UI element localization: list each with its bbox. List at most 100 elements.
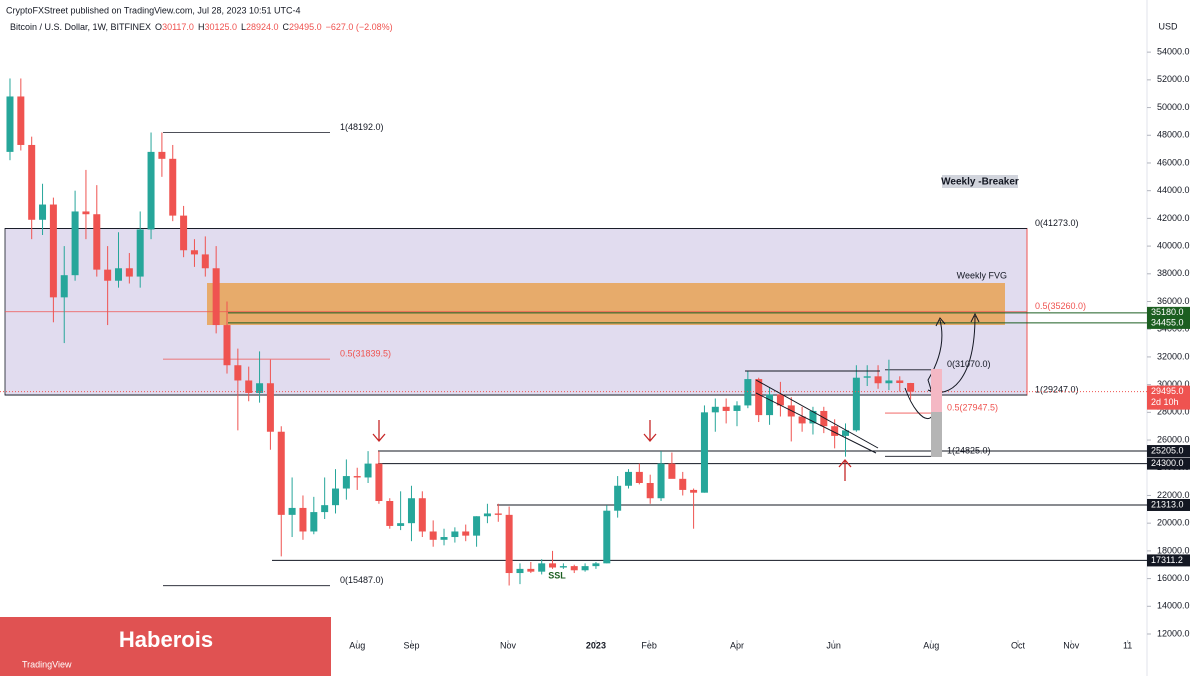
- candle-body: [549, 563, 557, 568]
- fib-label: 0(15487.0): [340, 575, 384, 585]
- y-tick-label: 42000.0: [1157, 213, 1190, 223]
- candle-body: [386, 501, 394, 526]
- price-tag: 24300.0: [1151, 458, 1184, 468]
- candle-body: [527, 568, 535, 572]
- countdown: 2d 10h: [1151, 397, 1179, 407]
- fib-label: 1(48192.0): [340, 122, 384, 132]
- last-price-tag: 29495.0: [1151, 386, 1184, 396]
- last-price-bg: [1147, 385, 1190, 410]
- change: −627.0 (−2.08%): [326, 22, 393, 32]
- candle-body: [125, 268, 133, 277]
- header-line: Bitcoin / U.S. Dollar, 1W, BITFINEX O3011…: [10, 22, 393, 32]
- candle-body: [180, 215, 188, 251]
- y-tick-label: 44000.0: [1157, 185, 1190, 195]
- candle-body: [299, 507, 307, 532]
- ohlc-value: 30125.0: [204, 22, 237, 32]
- y-tick-label: 50000.0: [1157, 102, 1190, 112]
- ohlc: O30117.0 H30125.0 L28924.0 C29495.0: [155, 22, 322, 32]
- y-tick-label: 12000.0: [1157, 628, 1190, 638]
- ohlc-value: 30117.0: [162, 22, 194, 32]
- candle-body: [505, 514, 513, 574]
- candle-body: [223, 325, 231, 366]
- candle-body: [700, 412, 708, 493]
- candle-body: [766, 394, 774, 416]
- price-tag-bg: [1147, 445, 1190, 458]
- ohlc-key: H: [198, 22, 205, 32]
- candle-body: [49, 204, 57, 298]
- candle-body: [863, 376, 871, 378]
- y-tick-label: 28000.0: [1157, 407, 1190, 417]
- projection-path: [904, 319, 943, 419]
- candle-body: [896, 380, 904, 384]
- plot: 1(48192.0) 0.5(31839.5) 0(15487.0) 0(41273.…: [0, 78, 1147, 587]
- candle-body: [592, 563, 600, 567]
- candle-body: [136, 229, 144, 277]
- price-tag-bg: [1147, 316, 1190, 329]
- candle-body: [462, 531, 470, 536]
- x-tick-label: Aug: [349, 640, 365, 650]
- candle-body: [809, 410, 817, 424]
- breaker-label: Weekly -Breaker: [941, 177, 1019, 188]
- candle-body: [831, 426, 839, 436]
- y-tick-label: 20000.0: [1157, 518, 1190, 528]
- candle-body: [429, 531, 437, 540]
- candle-body: [657, 463, 665, 499]
- candle-body: [39, 204, 47, 220]
- candle-body: [440, 537, 448, 540]
- down-arrow: [643, 420, 657, 442]
- candle-body: [397, 523, 405, 526]
- candle-body: [852, 377, 860, 431]
- fib-label: 0.5(31839.5): [340, 349, 391, 359]
- fib-label: 1(29247.0): [1035, 384, 1079, 394]
- candle-body: [516, 568, 524, 574]
- x-tick-label: Oct: [1011, 640, 1026, 650]
- y-tick-label: 26000.0: [1157, 434, 1190, 444]
- fib-label: 0(41273.0): [1035, 218, 1079, 228]
- position-loss: [931, 412, 942, 457]
- ohlc-key: O: [155, 22, 162, 32]
- candle-body: [451, 531, 459, 538]
- candle-body: [407, 498, 415, 524]
- candle-body: [646, 482, 654, 499]
- logo: TradingView: [22, 659, 72, 669]
- watermark-bg: [0, 617, 331, 676]
- x-tick-label: Aug: [923, 640, 939, 650]
- price-tag-bg: [1147, 498, 1190, 511]
- candle-body: [158, 151, 166, 159]
- candle-body: [71, 211, 79, 276]
- y-tick-label: 36000.0: [1157, 296, 1190, 306]
- candle-body: [256, 383, 264, 393]
- candle-body: [679, 478, 687, 490]
- candle-body: [266, 383, 274, 432]
- candle-body: [28, 144, 36, 220]
- fib-label: 0.5(35260.0): [1035, 301, 1086, 311]
- candle-body: [418, 498, 426, 532]
- candle-body: [733, 405, 741, 411]
- candle-body: [201, 254, 209, 269]
- arrow-head: [935, 317, 946, 327]
- y-tick-label: 54000.0: [1157, 47, 1190, 57]
- x-tick-label: Nov: [1063, 640, 1080, 650]
- price-tag: 34455.0: [1151, 317, 1184, 327]
- candle-body: [277, 431, 285, 515]
- down-arrow: [372, 420, 386, 442]
- y-tick-label: 16000.0: [1157, 573, 1190, 583]
- up-arrow: [838, 459, 852, 481]
- x-tick-label: Feb: [641, 640, 657, 650]
- candle-body: [104, 269, 112, 281]
- candle-body: [494, 513, 502, 515]
- x-tick-label: Apr: [730, 640, 744, 650]
- arrows: [372, 420, 852, 481]
- y-tick-label: 18000.0: [1157, 545, 1190, 555]
- candle-body: [820, 410, 828, 427]
- candle-body: [332, 488, 340, 506]
- candle-body: [93, 214, 101, 270]
- price-tag: 21313.0: [1151, 499, 1184, 509]
- candle-body: [559, 566, 567, 568]
- y-tick-label: 30000.0: [1157, 379, 1190, 389]
- drawings: [745, 312, 980, 454]
- x-tick-label: 2023: [586, 640, 606, 650]
- y-tick-label: 32000.0: [1157, 351, 1190, 361]
- candle-body: [6, 96, 14, 152]
